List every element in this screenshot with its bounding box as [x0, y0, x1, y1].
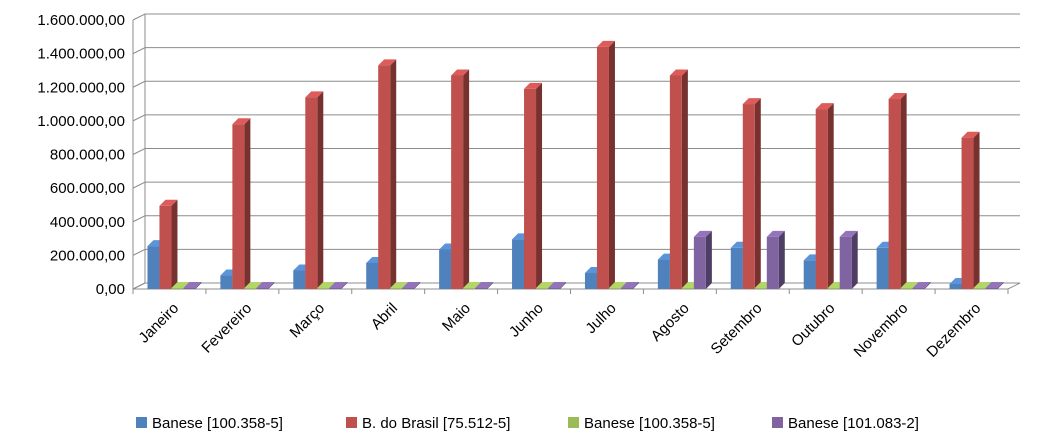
legend-label: B. do Brasil [75.512-5] [362, 415, 510, 432]
gridline [132, 215, 1020, 223]
bar [548, 282, 567, 289]
bar [451, 69, 470, 289]
bar [596, 40, 615, 290]
y-tick-label: 800.000,00 [50, 147, 125, 164]
legend: Banese [100.358-5] B. do Brasil [75.512-5… [136, 415, 919, 432]
legend-swatch [346, 417, 357, 428]
bar [912, 282, 931, 289]
y-tick-label: 200.000,00 [50, 247, 125, 264]
bar [669, 69, 688, 289]
legend-label: Banese [100.358-5] [152, 415, 283, 432]
bar [839, 230, 858, 289]
bar [256, 282, 275, 289]
x-category-label: Abril [368, 300, 401, 333]
bar [402, 282, 421, 289]
bar [159, 199, 178, 289]
bar [524, 82, 543, 290]
bar [815, 103, 834, 289]
bar [766, 230, 785, 289]
x-category-label: Maio [439, 300, 474, 335]
y-tick-label: 1.600.000,00 [37, 12, 125, 29]
x-category-label: Fevereiro [198, 300, 255, 357]
legend-swatch [136, 417, 147, 428]
legend-swatch [568, 417, 579, 428]
bar [378, 59, 397, 289]
bar [742, 98, 761, 289]
gridline [132, 13, 1020, 21]
x-category-label: Junho [506, 300, 547, 341]
x-category-label: Dezembro [923, 300, 984, 361]
y-tick-label: 1.200.000,00 [37, 79, 125, 96]
gridline [132, 148, 1020, 155]
x-axis-categories: Janeiro Fevereiro Março Abril Maio Junho Julho… [135, 300, 984, 361]
y-tick-label: 1.400.000,00 [37, 46, 125, 63]
y-tick-label: 0,00 [96, 281, 125, 298]
gridline [132, 181, 1020, 189]
legend-label: Banese [100.358-5] [584, 415, 715, 432]
gridline [132, 114, 1020, 122]
x-category-label: Outubro [788, 300, 838, 350]
bar [888, 93, 907, 289]
gridline [132, 80, 1020, 88]
y-tick-label: 400.000,00 [50, 214, 125, 231]
x-category-label: Março [287, 300, 328, 341]
bar [232, 118, 251, 289]
y-axis-ticks: 0,00 200.000,00 400.000,00 600.000,00 800.00… [37, 12, 125, 298]
axes [132, 14, 1021, 294]
bars [147, 40, 1004, 290]
y-tick-label: 600.000,00 [50, 180, 125, 197]
bar [183, 282, 202, 289]
legend-swatch [772, 417, 783, 428]
legend-item: Banese [101.083-2] [772, 415, 919, 432]
legend-item: Banese [100.358-5] [136, 415, 283, 432]
bar [961, 131, 980, 289]
x-category-label: Novembro [850, 300, 911, 361]
x-category-label: Julho [582, 300, 619, 337]
bar [475, 282, 494, 289]
bar [693, 230, 712, 289]
bar [329, 282, 348, 289]
x-category-label: Setembro [708, 300, 766, 358]
legend-item: B. do Brasil [75.512-5] [346, 415, 510, 432]
bar [985, 282, 1004, 289]
x-category-label: Agosto [648, 300, 693, 345]
x-category-label: Janeiro [135, 300, 182, 347]
y-tick-label: 1.000.000,00 [37, 113, 125, 130]
legend-item: Banese [100.358-5] [568, 415, 715, 432]
legend-label: Banese [101.083-2] [788, 415, 919, 432]
bar [620, 282, 639, 289]
bar [305, 91, 324, 290]
gridline [132, 47, 1020, 55]
